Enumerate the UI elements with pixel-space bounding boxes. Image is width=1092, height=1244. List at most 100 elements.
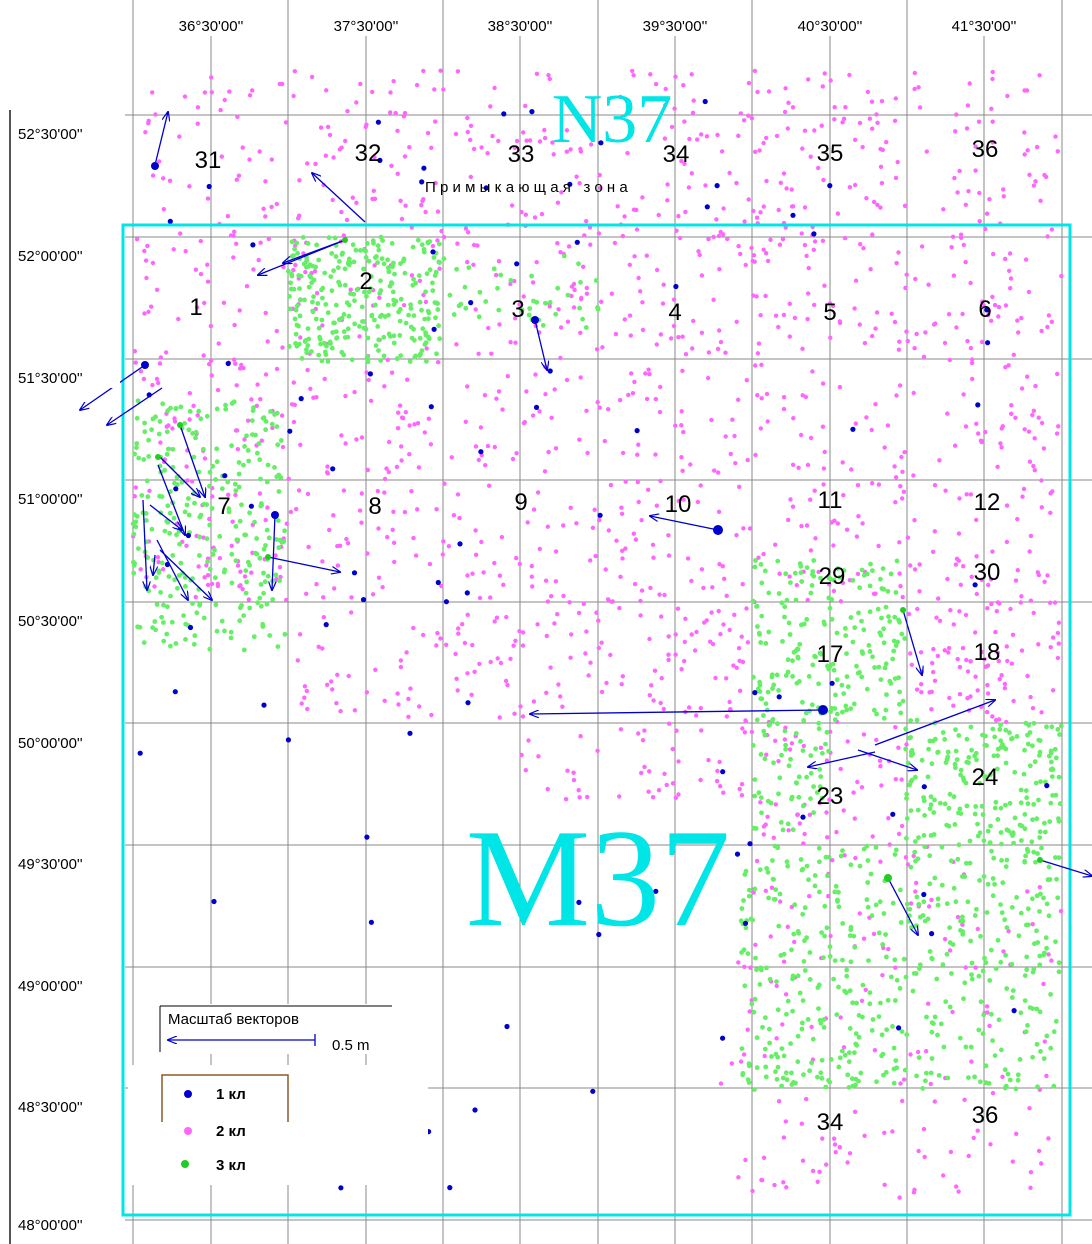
survey-point [207,516,212,522]
survey-point [207,483,212,489]
survey-point [269,421,275,427]
survey-point [879,1032,885,1038]
survey-point [871,199,877,205]
survey-point [210,552,216,557]
survey-point [277,81,282,87]
survey-point [595,748,600,753]
survey-point [984,709,990,715]
survey-point [364,834,370,840]
survey-point [757,982,763,987]
survey-point [790,658,795,664]
survey-point [747,841,753,847]
survey-point [289,273,295,279]
survey-point [957,168,962,174]
survey-point [973,965,978,970]
survey-point [338,709,343,714]
survey-point [992,302,998,308]
survey-point [784,597,790,603]
survey-point [435,301,440,306]
survey-point [774,983,779,989]
survey-point [1043,935,1049,941]
survey-point [403,203,408,208]
survey-point [947,948,953,953]
survey-point [679,158,684,164]
survey-point [202,456,208,461]
survey-point [718,1081,724,1086]
survey-point [754,858,760,864]
survey-point [391,333,397,339]
survey-point [309,349,314,354]
survey-point [307,262,313,268]
survey-point [1039,1161,1044,1166]
survey-point [908,1052,913,1057]
vector-arrow [312,173,366,223]
survey-point [1046,913,1052,919]
survey-point [741,526,746,531]
survey-point [258,240,263,245]
survey-point [261,546,267,552]
survey-point [207,362,212,367]
survey-point [501,582,506,587]
survey-point [244,284,250,289]
survey-point [454,266,459,272]
survey-point [207,566,213,572]
survey-point [751,890,756,895]
survey-point [496,259,502,264]
survey-point [577,437,582,442]
vector-origin [818,705,828,715]
survey-point [226,509,232,515]
survey-point [317,334,322,340]
survey-point [828,335,833,340]
survey-point [652,668,658,673]
lat-label-bg [12,852,120,874]
survey-point [146,309,151,314]
survey-point [322,270,328,276]
survey-point [288,286,294,292]
survey-point [255,382,260,387]
survey-point [492,619,497,624]
survey-point [153,112,158,117]
survey-point [136,455,142,461]
survey-point [801,621,807,627]
survey-point [829,520,834,525]
survey-point [646,487,651,492]
survey-point [897,986,903,991]
survey-point [819,123,824,128]
survey-point [546,73,551,78]
survey-point [883,604,889,610]
survey-point [689,632,694,637]
survey-point [901,1077,907,1082]
survey-point [813,536,818,541]
survey-point [890,656,896,662]
survey-point [758,696,764,702]
survey-point [1011,840,1016,846]
survey-point [1052,746,1058,752]
survey-point [792,570,798,576]
survey-point [1016,933,1022,939]
survey-point [827,183,833,189]
survey-point [661,706,666,712]
survey-point [902,636,908,641]
survey-point [142,420,148,426]
survey-point [142,429,148,435]
survey-point [1030,896,1035,902]
survey-point [758,795,764,800]
survey-point [898,584,903,589]
survey-point [804,935,809,941]
survey-point [930,660,935,666]
survey-point [811,247,816,252]
survey-point [888,974,894,980]
survey-point [764,251,769,256]
survey-point [751,293,756,298]
survey-point [580,316,585,322]
survey-point [520,643,526,648]
survey-point [869,99,875,104]
vector-arrow [267,556,340,572]
survey-point [986,312,991,318]
survey-point [905,862,911,867]
survey-point [808,753,814,758]
survey-point [941,207,946,212]
survey-point [399,415,405,420]
survey-point [631,531,636,536]
survey-point [945,1075,951,1081]
